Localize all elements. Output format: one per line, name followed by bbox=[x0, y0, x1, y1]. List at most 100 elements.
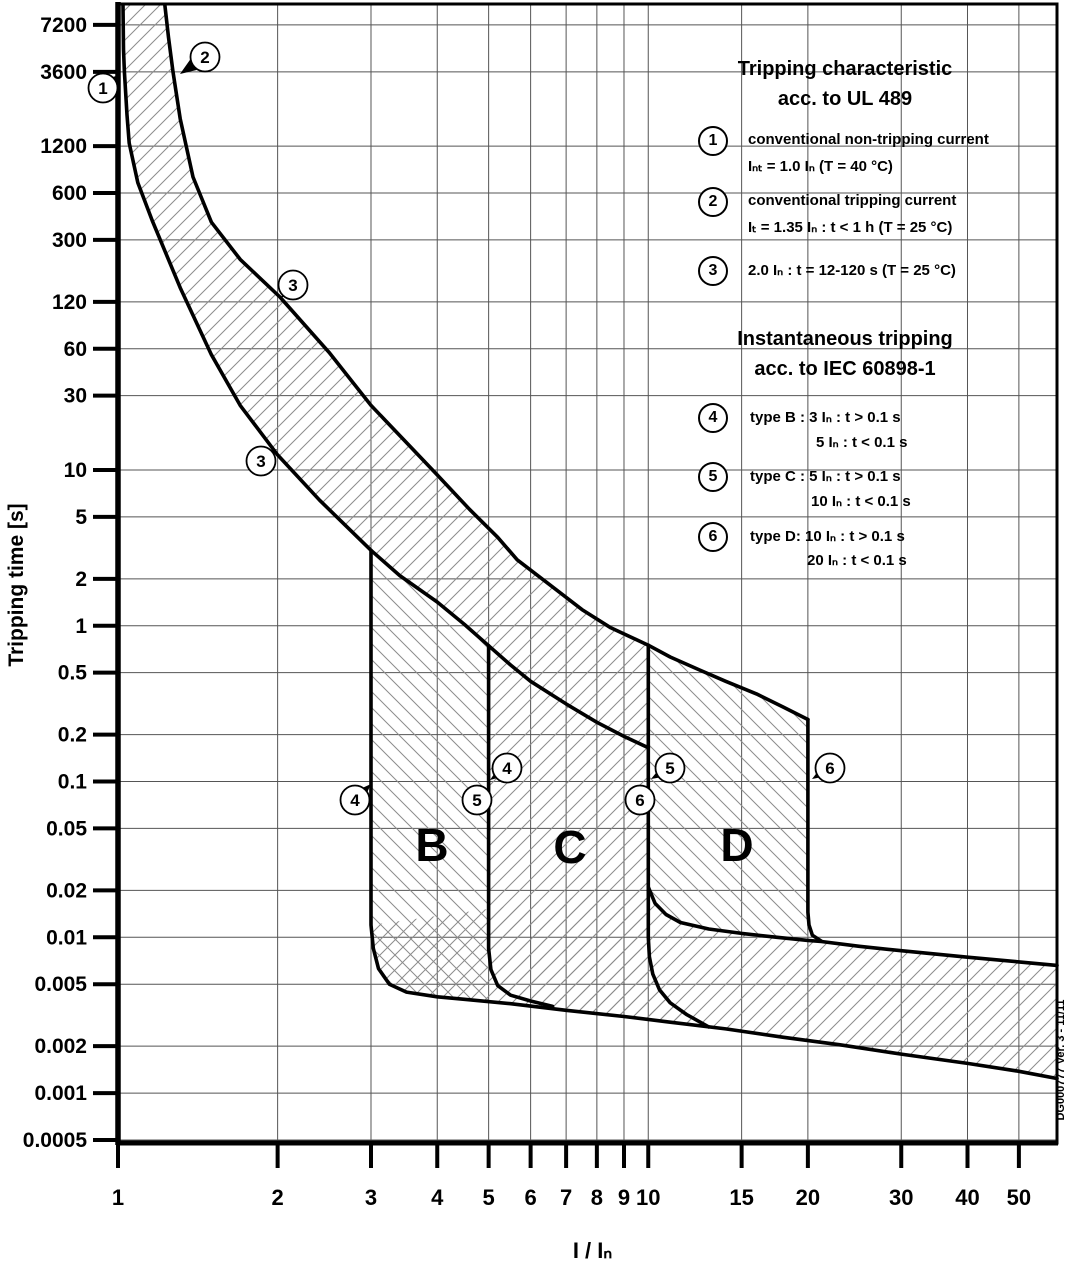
svg-text:50: 50 bbox=[1007, 1185, 1031, 1210]
legend-5-line2: 10 Iₙ : t < 0.1 s bbox=[811, 493, 911, 510]
legend-1-text: conventional non-tripping current bbox=[748, 131, 989, 148]
callout-number: 5 bbox=[665, 759, 674, 778]
curve-10In-limit bbox=[646, 643, 711, 1029]
axis-ticks bbox=[93, 22, 1021, 1168]
fill-region-B bbox=[371, 550, 489, 1001]
legend-2-text: conventional tripping current bbox=[748, 192, 957, 209]
svg-text:1: 1 bbox=[75, 615, 87, 638]
iec-title-line1: Instantaneous tripping bbox=[737, 328, 953, 350]
svg-text:600: 600 bbox=[52, 182, 87, 205]
trip-curves bbox=[121, 3, 1059, 1081]
svg-text:1: 1 bbox=[112, 1185, 124, 1210]
svg-text:0.5: 0.5 bbox=[58, 662, 88, 685]
region-letters: B C D bbox=[415, 819, 753, 873]
callout-number: 3 bbox=[288, 276, 297, 295]
iec-title-line2: acc. to IEC 60898-1 bbox=[754, 358, 936, 380]
callout-circle bbox=[461, 784, 493, 816]
callout-number: 6 bbox=[825, 759, 834, 778]
svg-text:60: 60 bbox=[64, 338, 87, 361]
curve-3In-limit-and-lower-clearing bbox=[369, 548, 1059, 1081]
callout-circle bbox=[654, 752, 686, 784]
callouts: 1 2 3 3 4 4 5 5 6 6 bbox=[87, 41, 846, 816]
legend-6-line2: 20 Iₙ : t < 0.1 s bbox=[807, 552, 907, 569]
callout-number: 2 bbox=[200, 48, 209, 67]
callout-circle bbox=[491, 752, 523, 784]
callout-number: 4 bbox=[350, 791, 360, 810]
hatched-regions bbox=[123, 5, 1057, 1079]
curve-5In-limit bbox=[486, 643, 555, 1009]
svg-text:8: 8 bbox=[591, 1185, 603, 1210]
svg-text:300: 300 bbox=[52, 229, 87, 252]
legend-6-line1: type D: 10 Iₙ : t > 0.1 s bbox=[750, 528, 905, 545]
svg-text:7: 7 bbox=[560, 1185, 572, 1210]
fill-clearing-band bbox=[371, 887, 1057, 1079]
svg-text:30: 30 bbox=[889, 1185, 913, 1210]
svg-text:0.01: 0.01 bbox=[46, 926, 87, 949]
svg-text:5: 5 bbox=[75, 506, 87, 529]
svg-text:2: 2 bbox=[271, 1185, 283, 1210]
grid bbox=[118, 4, 1057, 1143]
svg-text:B: B bbox=[415, 819, 448, 871]
svg-text:15: 15 bbox=[729, 1185, 753, 1210]
svg-text:10: 10 bbox=[636, 1185, 660, 1210]
callout-number: 5 bbox=[472, 791, 481, 810]
callout-number: 3 bbox=[256, 452, 265, 471]
callout-circle bbox=[189, 41, 221, 73]
legend-circle-5: 5 bbox=[698, 462, 728, 492]
svg-text:120: 120 bbox=[52, 291, 87, 314]
svg-text:20: 20 bbox=[796, 1185, 820, 1210]
svg-text:D: D bbox=[720, 819, 753, 871]
legend-2-formula: Iₜ = 1.35 Iₙ : t < 1 h (T = 25 °C) bbox=[748, 219, 953, 236]
callout-circle bbox=[624, 784, 656, 816]
svg-text:4: 4 bbox=[431, 1185, 444, 1210]
svg-text:0.005: 0.005 bbox=[34, 973, 87, 996]
ul489-title-line1: Tripping characteristic bbox=[737, 58, 953, 80]
legend-circle-1: 1 bbox=[698, 126, 728, 156]
callout-circle bbox=[87, 72, 119, 104]
svg-text:30: 30 bbox=[64, 385, 87, 408]
callout-wedge bbox=[180, 60, 197, 74]
svg-text:0.05: 0.05 bbox=[46, 817, 87, 840]
svg-text:5: 5 bbox=[483, 1185, 495, 1210]
svg-text:0.0005: 0.0005 bbox=[23, 1129, 88, 1152]
svg-text:0.002: 0.002 bbox=[34, 1035, 87, 1058]
axis-tick-labels: 7200360012006003001206030105210.50.20.10… bbox=[23, 14, 1031, 1210]
svg-text:3600: 3600 bbox=[40, 61, 87, 84]
callout-circle bbox=[339, 784, 371, 816]
svg-text:6: 6 bbox=[524, 1185, 536, 1210]
curve-upper-thermal-limit-1.35In bbox=[163, 3, 810, 722]
legend-circle-6: 6 bbox=[698, 522, 728, 552]
svg-text:3: 3 bbox=[365, 1185, 377, 1210]
curve-lower-thermal-limit-1.0In bbox=[121, 3, 651, 750]
legend-1-formula: Iₙₜ = 1.0 Iₙ (T = 40 °C) bbox=[748, 158, 893, 175]
svg-text:9: 9 bbox=[618, 1185, 630, 1210]
document-version-note: DG000777 Ver. 3 - 11/11 bbox=[1055, 999, 1067, 1121]
x-axis-title: I / Iₙ bbox=[572, 1238, 613, 1263]
callout-number: 6 bbox=[635, 791, 644, 810]
ul489-title-line2: acc. to UL 489 bbox=[777, 88, 913, 110]
svg-text:0.02: 0.02 bbox=[46, 879, 87, 902]
curve-20In-limit bbox=[806, 717, 824, 943]
fill-region-D bbox=[648, 645, 808, 941]
legend-5-line1: type C : 5 Iₙ : t > 0.1 s bbox=[750, 468, 901, 485]
legend-circle-4: 4 bbox=[698, 403, 728, 433]
curve-typeD-upper-clearing bbox=[646, 885, 1059, 968]
legend-circle-3: 3 bbox=[698, 256, 728, 286]
legend-4-line1: type B : 3 Iₙ : t > 0.1 s bbox=[750, 409, 901, 426]
svg-text:0.2: 0.2 bbox=[58, 724, 87, 747]
callout-circle bbox=[277, 269, 309, 301]
svg-text:2: 2 bbox=[75, 568, 87, 591]
callout-circle bbox=[245, 445, 277, 477]
svg-text:C: C bbox=[553, 821, 586, 873]
svg-text:0.001: 0.001 bbox=[34, 1082, 87, 1105]
svg-text:40: 40 bbox=[955, 1185, 979, 1210]
callout-circle bbox=[814, 752, 846, 784]
svg-text:7200: 7200 bbox=[40, 14, 87, 37]
svg-text:10: 10 bbox=[64, 459, 87, 482]
legend-4-line2: 5 Iₙ : t < 0.1 s bbox=[816, 434, 908, 451]
fill-thermal-band bbox=[123, 5, 649, 748]
svg-text:1200: 1200 bbox=[40, 135, 87, 158]
